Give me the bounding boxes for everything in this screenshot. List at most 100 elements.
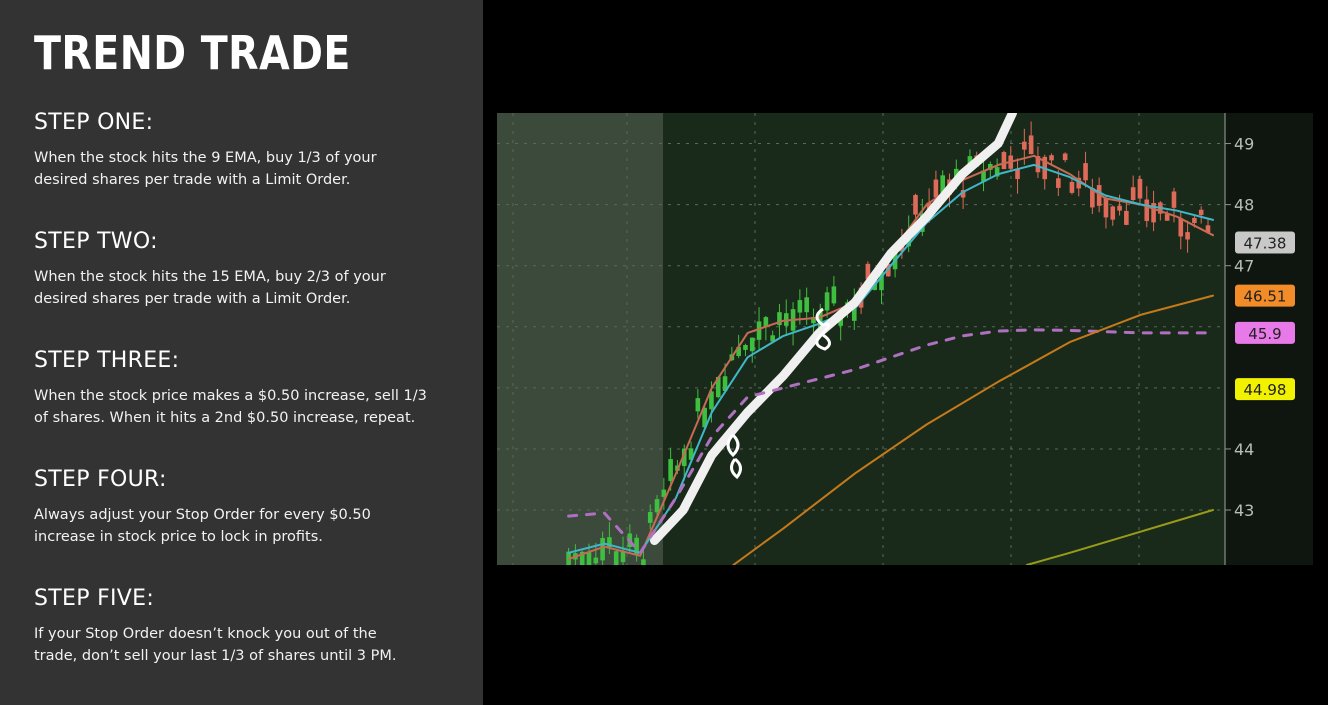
- candle-body: [1022, 141, 1027, 150]
- annotation-scribble: [815, 307, 831, 351]
- candle-body: [1151, 203, 1156, 223]
- candle-body: [654, 499, 660, 513]
- candle-body: [1035, 156, 1041, 173]
- step-line: Always adjust your Stop Order for every …: [34, 507, 371, 523]
- candle-body: [879, 271, 884, 291]
- price-label-text: 44.98: [1244, 381, 1287, 399]
- price-label-tag: [1235, 231, 1295, 254]
- step-five: STEP FIVE: If your Stop Order doesn’t kn…: [34, 586, 474, 667]
- candle-body: [770, 335, 775, 342]
- candle-body: [1185, 232, 1190, 240]
- candle-body: [865, 263, 871, 280]
- candle-body: [1192, 217, 1197, 223]
- candle-body: [743, 345, 748, 350]
- candle-body: [797, 300, 803, 313]
- candle-body: [981, 170, 986, 182]
- candle-body: [994, 167, 1000, 177]
- step-heading: STEP ONE:: [34, 110, 154, 135]
- candle-body: [586, 552, 592, 565]
- candle-body: [715, 376, 721, 398]
- step-body: When the stock hits the 9 EMA, buy 1/3 o…: [34, 147, 474, 191]
- candle-body: [1178, 218, 1184, 237]
- step-line: trade, don’t sell your last 1/3 of share…: [34, 648, 397, 664]
- step-body: Always adjust your Stop Order for every …: [34, 504, 474, 548]
- step-line: desired shares per trade with a Limit Or…: [34, 291, 351, 307]
- step-line: If your Stop Order doesn’t knock you out…: [34, 626, 377, 642]
- candle-body: [804, 297, 809, 313]
- axis-layer: 43 44 47 48 49: [1225, 135, 1254, 520]
- step-line: increase in stock price to lock in profi…: [34, 529, 323, 545]
- annotation-scribble: [726, 433, 742, 480]
- candle-body: [695, 398, 701, 412]
- step-heading: STEP FOUR:: [34, 467, 167, 492]
- candle-body: [1205, 225, 1211, 233]
- price-label-text: 45.9: [1248, 325, 1281, 343]
- y-tick-label: 48: [1234, 196, 1254, 215]
- step-line: When the stock hits the 15 EMA, buy 2/3 …: [34, 269, 386, 285]
- candle-body: [1117, 205, 1122, 211]
- price-label-tag: [1235, 378, 1295, 401]
- candle-body: [722, 376, 728, 391]
- candle-body: [824, 292, 830, 311]
- step-line: When the stock hits the 9 EMA, buy 1/3 o…: [34, 150, 377, 166]
- price-label-text: 46.51: [1244, 288, 1287, 306]
- candle-body: [1015, 168, 1020, 180]
- step-body: If your Stop Order doesn’t knock you out…: [34, 623, 474, 667]
- candle-body: [1083, 163, 1088, 181]
- candle-body: [1001, 152, 1007, 170]
- step-line: When the stock price makes a $0.50 incre…: [34, 388, 427, 404]
- premarket-shade: [497, 113, 663, 565]
- candle-body: [634, 537, 639, 555]
- candle-body: [1110, 206, 1116, 220]
- step-body: When the stock hits the 15 EMA, buy 2/3 …: [34, 266, 474, 310]
- series-layer: [567, 113, 1215, 565]
- price-label-layer: 47.38 46.51 45.9 44.98: [1235, 231, 1295, 401]
- candle-body: [913, 194, 918, 215]
- price-label-tag: [1235, 284, 1295, 307]
- candle-body: [763, 317, 769, 327]
- step-one: STEP ONE: When the stock hits the 9 EMA,…: [34, 110, 474, 191]
- candle-body: [1198, 209, 1204, 215]
- candle-body: [1137, 178, 1143, 199]
- candle-body: [1103, 198, 1109, 218]
- y-tick-label: 49: [1234, 135, 1254, 154]
- candle-body: [1130, 187, 1136, 200]
- step-heading: STEP THREE:: [34, 348, 180, 373]
- price-label-tag: [1235, 321, 1295, 344]
- annotation-layer: [726, 307, 831, 480]
- series-line-ema-yellow: [1025, 509, 1214, 565]
- candle-body: [641, 559, 646, 565]
- y-tick-label: 47: [1234, 257, 1254, 276]
- step-two: STEP TWO: When the stock hits the 15 EMA…: [34, 229, 474, 310]
- candle-body: [811, 316, 816, 324]
- series-line-trend: [650, 113, 1017, 546]
- candle-body: [736, 346, 741, 357]
- candle-body: [709, 391, 714, 410]
- step-four: STEP FOUR: Always adjust your Stop Order…: [34, 467, 474, 548]
- candle-body: [1096, 185, 1102, 206]
- candle-body: [1144, 199, 1150, 222]
- candle-body: [1090, 188, 1095, 208]
- candle-body: [620, 550, 626, 563]
- candle-body: [1056, 178, 1061, 188]
- candle-body: [777, 312, 782, 326]
- candle-body: [933, 179, 939, 198]
- candle-body: [831, 286, 837, 304]
- y-tick-label: 43: [1234, 501, 1254, 520]
- chart-canvas: 43 44 47 48 49 47.38 46.51 45.9 44.98: [497, 113, 1313, 565]
- candle-body: [607, 537, 612, 548]
- left-panel: TREND TRADE STEP ONE: When the stock hit…: [0, 0, 483, 705]
- candle-body: [661, 489, 667, 497]
- step-line: desired shares per trade with a Limit Or…: [34, 172, 351, 188]
- candle-body: [1062, 153, 1068, 161]
- candle-layer: [566, 121, 1211, 565]
- candle-body: [668, 459, 673, 481]
- page-title: TREND TRADE: [34, 26, 351, 80]
- candle-body: [960, 190, 966, 198]
- candle-body: [600, 537, 605, 561]
- series-line-ema-slow: [567, 163, 1214, 554]
- step-line: of shares. When it hits a 2nd $0.50 incr…: [34, 410, 416, 426]
- step-heading: STEP FIVE:: [34, 586, 155, 611]
- candle-body: [647, 512, 653, 523]
- price-label-text: 47.38: [1244, 234, 1287, 252]
